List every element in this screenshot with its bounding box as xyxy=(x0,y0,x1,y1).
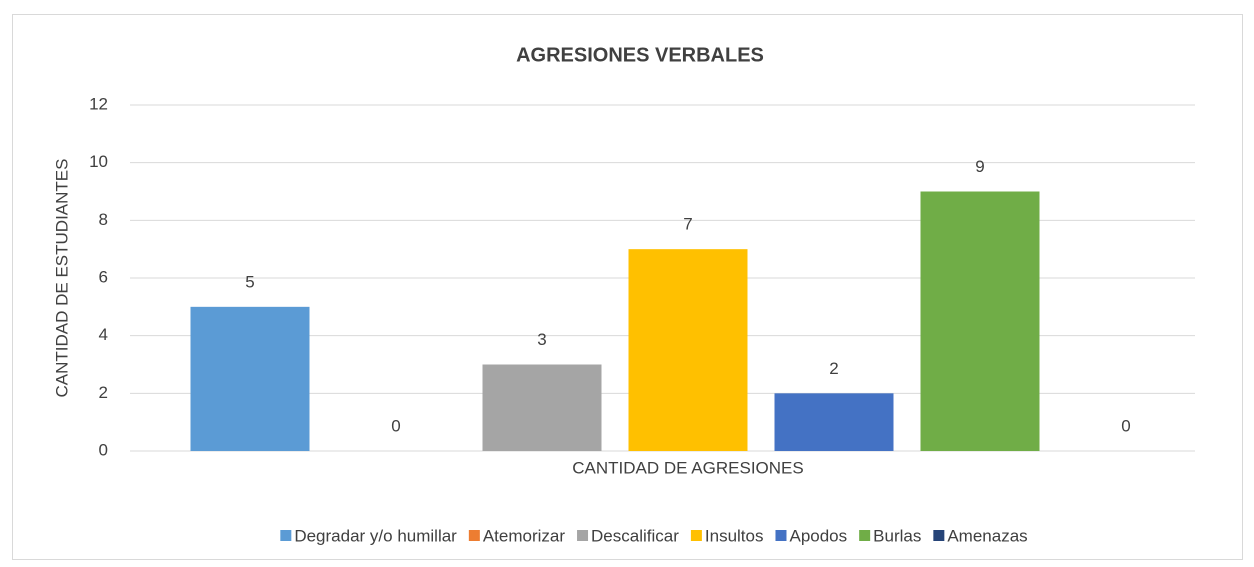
x-tick-label: CANTIDAD DE AGRESIONES xyxy=(572,458,803,477)
legend-label: Burlas xyxy=(873,526,921,545)
y-tick-label: 2 xyxy=(99,383,108,402)
legend-label: Atemorizar xyxy=(483,526,566,545)
y-tick-label: 4 xyxy=(99,325,108,344)
chart-border xyxy=(12,14,1243,560)
y-tick-label: 8 xyxy=(99,210,108,229)
legend-label: Insultos xyxy=(705,526,764,545)
legend-swatch xyxy=(775,530,787,541)
legend-swatch xyxy=(933,530,945,541)
y-tick-label: 0 xyxy=(99,440,108,459)
legend-swatch xyxy=(280,530,292,541)
legend-label: Degradar y/o humillar xyxy=(294,526,457,545)
bar xyxy=(774,393,894,451)
data-label: 5 xyxy=(245,272,254,291)
data-label: 0 xyxy=(391,416,400,435)
y-tick-label: 12 xyxy=(89,94,108,113)
data-label: 2 xyxy=(829,359,838,378)
legend-swatch xyxy=(859,530,871,541)
legend-label: Descalificar xyxy=(591,526,679,545)
legend-swatch xyxy=(468,530,480,541)
data-label: 7 xyxy=(683,215,692,234)
y-tick-label: 10 xyxy=(89,152,108,171)
legend-label: Apodos xyxy=(789,526,847,545)
y-axis-label: CANTIDAD DE ESTUDIANTES xyxy=(52,159,71,398)
bar xyxy=(628,249,748,451)
bar xyxy=(190,306,310,451)
bar xyxy=(920,191,1040,451)
data-label: 9 xyxy=(975,157,984,176)
y-tick-label: 6 xyxy=(99,267,108,286)
bar xyxy=(482,364,602,451)
data-label: 0 xyxy=(1121,416,1130,435)
legend-label: Amenazas xyxy=(947,526,1027,545)
legend-swatch xyxy=(577,530,589,541)
legend-swatch xyxy=(690,530,702,541)
data-label: 3 xyxy=(537,330,546,349)
chart-title: AGRESIONES VERBALES xyxy=(516,44,764,66)
